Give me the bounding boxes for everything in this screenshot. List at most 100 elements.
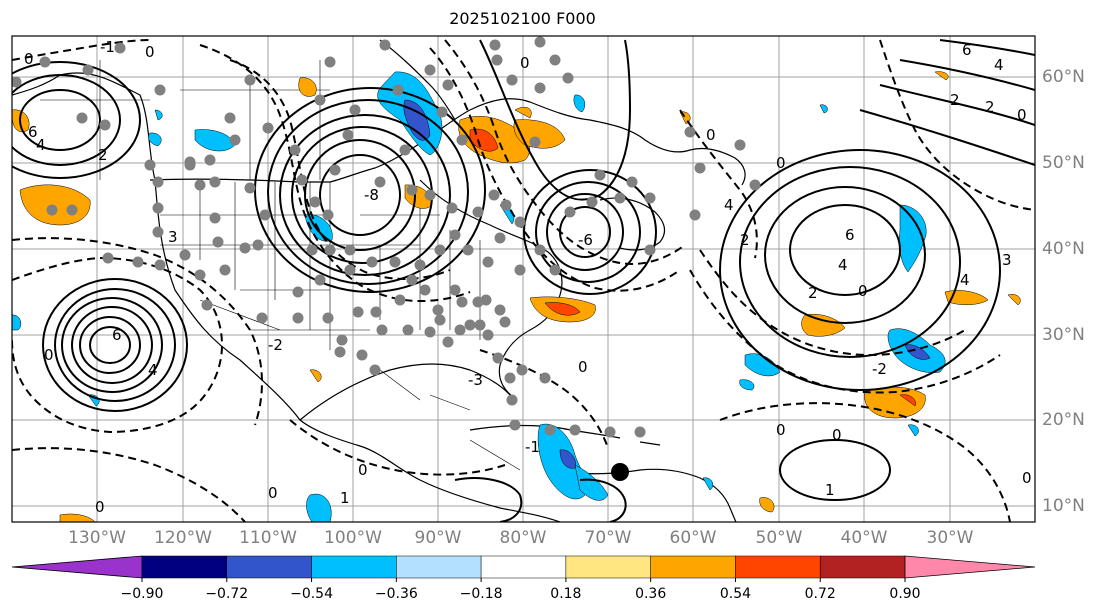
- station-dot: [152, 202, 164, 214]
- contour-label: -8: [364, 186, 379, 204]
- contour-label: 1: [340, 489, 350, 507]
- dashed-contours: [12, 39, 1035, 522]
- station-dot: [454, 324, 466, 336]
- longitude-label: 30°W: [926, 528, 974, 548]
- longitude-label: 100°W: [324, 528, 382, 548]
- latitude-label: 60°N: [1042, 67, 1085, 87]
- station-dot: [219, 264, 231, 276]
- station-dot: [614, 192, 626, 204]
- contour-label: 0: [358, 461, 368, 479]
- longitude-label: 90°W: [414, 528, 462, 548]
- contour-label: 0: [24, 50, 34, 68]
- station-dot: [514, 264, 526, 276]
- station-dot: [492, 352, 504, 364]
- station-dot: [500, 199, 512, 211]
- station-dot: [370, 306, 382, 318]
- station-dot: [449, 284, 461, 296]
- contour-label: 0: [145, 43, 155, 61]
- contour-label: 4: [724, 196, 734, 214]
- colorbar-segment: [565, 555, 651, 579]
- station-dot: [516, 364, 528, 376]
- colorbar-segment: [650, 555, 736, 579]
- station-dot: [489, 39, 501, 51]
- station-dot: [262, 122, 274, 134]
- colorbar-tick-label: 0.36: [635, 586, 667, 602]
- contour-label: 0: [95, 498, 105, 516]
- station-dot: [252, 239, 264, 251]
- station-dot: [194, 179, 206, 191]
- latitude-label: 50°N: [1042, 153, 1085, 173]
- contour-label: 0: [776, 154, 786, 172]
- contour-label: 6: [28, 123, 38, 141]
- station-dot: [369, 364, 381, 376]
- latitude-label: 20°N: [1042, 410, 1085, 430]
- contour-label: 0: [1022, 469, 1032, 487]
- station-dot: [256, 312, 268, 324]
- station-dot: [154, 84, 166, 96]
- station-dot: [322, 312, 334, 324]
- station-dot: [626, 176, 638, 188]
- contour-label: 0: [706, 126, 716, 144]
- station-dot: [209, 212, 221, 224]
- contour-label: 6: [112, 326, 122, 344]
- station-dots: [12, 36, 761, 438]
- station-dot: [539, 372, 551, 384]
- colorbar-segment: [480, 555, 567, 579]
- station-dot: [456, 134, 468, 146]
- station-dot: [464, 319, 476, 331]
- longitude-label: 130°W: [68, 528, 126, 548]
- contour-label: 4: [960, 271, 970, 289]
- longitude-label: 40°W: [840, 528, 888, 548]
- station-dot: [336, 334, 348, 346]
- station-dot: [244, 182, 256, 194]
- station-dot: [292, 312, 304, 324]
- map-panel: 0 0 -1 6 4 2 3 0 6 4 -2 0 0 0 1 -8 -3 0 …: [11, 35, 1036, 523]
- station-dot: [472, 206, 484, 218]
- station-dot: [12, 76, 22, 88]
- contour-label: 0: [268, 484, 278, 502]
- station-dot: [529, 136, 541, 148]
- colorbar-segment: [311, 555, 397, 579]
- station-dot: [259, 209, 271, 221]
- contour-label: 3: [168, 228, 178, 246]
- contour-label: -1: [100, 38, 115, 56]
- station-dot: [379, 39, 391, 51]
- station-dot: [494, 232, 506, 244]
- station-dot: [634, 426, 646, 438]
- contour-label: -2: [268, 336, 283, 354]
- station-dot: [402, 324, 414, 336]
- station-dot: [194, 269, 206, 281]
- station-dot: [229, 134, 241, 146]
- station-dot: [414, 259, 426, 271]
- station-dot: [509, 419, 521, 431]
- station-dot: [434, 314, 446, 326]
- station-dot: [184, 159, 196, 171]
- station-dot: [344, 244, 356, 256]
- station-dot: [201, 299, 213, 311]
- colorbar-segment: [735, 555, 821, 579]
- station-dot: [504, 372, 516, 384]
- station-dot: [424, 189, 436, 201]
- colorbar-tick-label: −0.72: [205, 586, 249, 602]
- contour-label: 0: [520, 54, 530, 72]
- colorbar-tick-label: −0.90: [120, 586, 164, 602]
- station-dot: [406, 274, 418, 286]
- station-dot: [564, 206, 576, 218]
- contour-label: 6: [845, 226, 855, 244]
- longitude-label: 110°W: [239, 528, 297, 548]
- station-dot: [152, 226, 164, 238]
- station-dot: [224, 112, 236, 124]
- station-dot: [514, 216, 526, 228]
- station-dot: [209, 176, 221, 188]
- contour-label: 2: [950, 91, 960, 109]
- station-dot: [82, 64, 94, 76]
- station-dot: [689, 209, 701, 221]
- station-dot: [322, 209, 334, 221]
- station-dot: [314, 94, 326, 106]
- longitude-label: 120°W: [154, 528, 212, 548]
- station-dot: [144, 159, 156, 171]
- colorbar-tick-label: 0.90: [889, 586, 921, 602]
- station-dot: [132, 256, 144, 268]
- station-dot: [406, 184, 418, 196]
- station-dot: [102, 252, 114, 264]
